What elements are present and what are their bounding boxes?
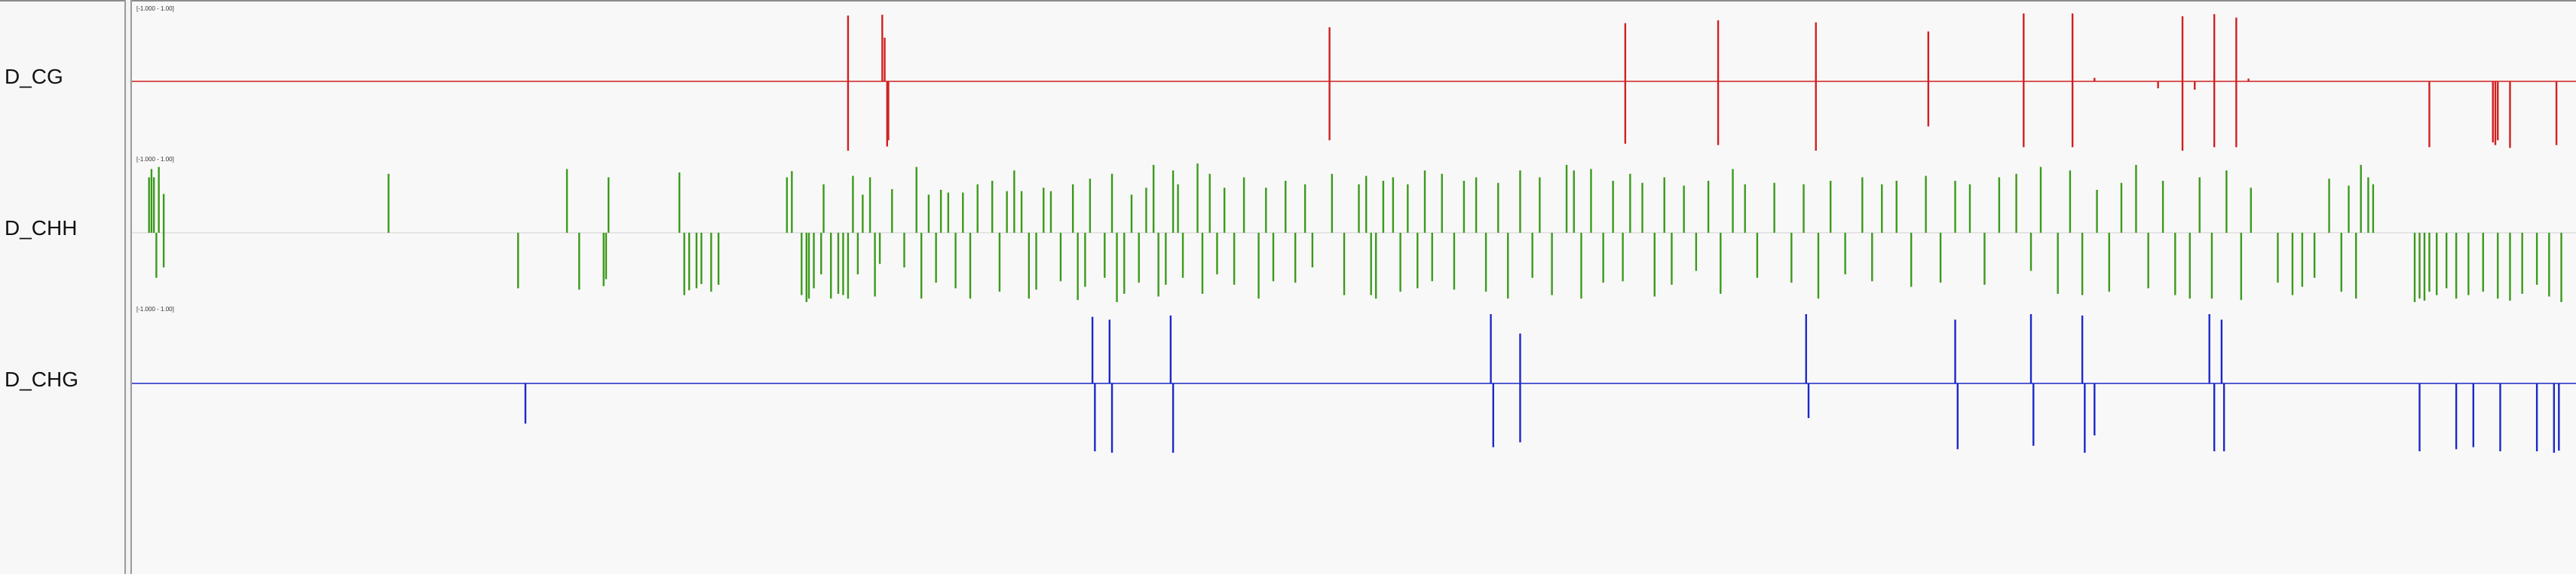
track-name-chh[interactable]: D_CHH <box>5 216 78 240</box>
top-border <box>0 0 2576 2</box>
data-range-chg: [-1.000 - 1.00] <box>136 306 174 313</box>
panel-divider[interactable] <box>124 0 126 574</box>
track-name-panel: D_CG D_CHH D_CHG <box>0 2 124 574</box>
panel-gap <box>126 0 130 574</box>
data-panel[interactable]: [-1.000 - 1.00] [-1.000 - 1.00] [-1.000 … <box>132 2 2576 574</box>
methylation-tracks-plot[interactable] <box>132 2 2576 574</box>
data-range-chh: [-1.000 - 1.00] <box>136 156 174 163</box>
track-name-cg[interactable]: D_CG <box>5 65 63 88</box>
data-range-cg: [-1.000 - 1.00] <box>136 5 174 12</box>
track-name-chg[interactable]: D_CHG <box>5 368 79 391</box>
panel-divider-right[interactable] <box>130 0 132 574</box>
